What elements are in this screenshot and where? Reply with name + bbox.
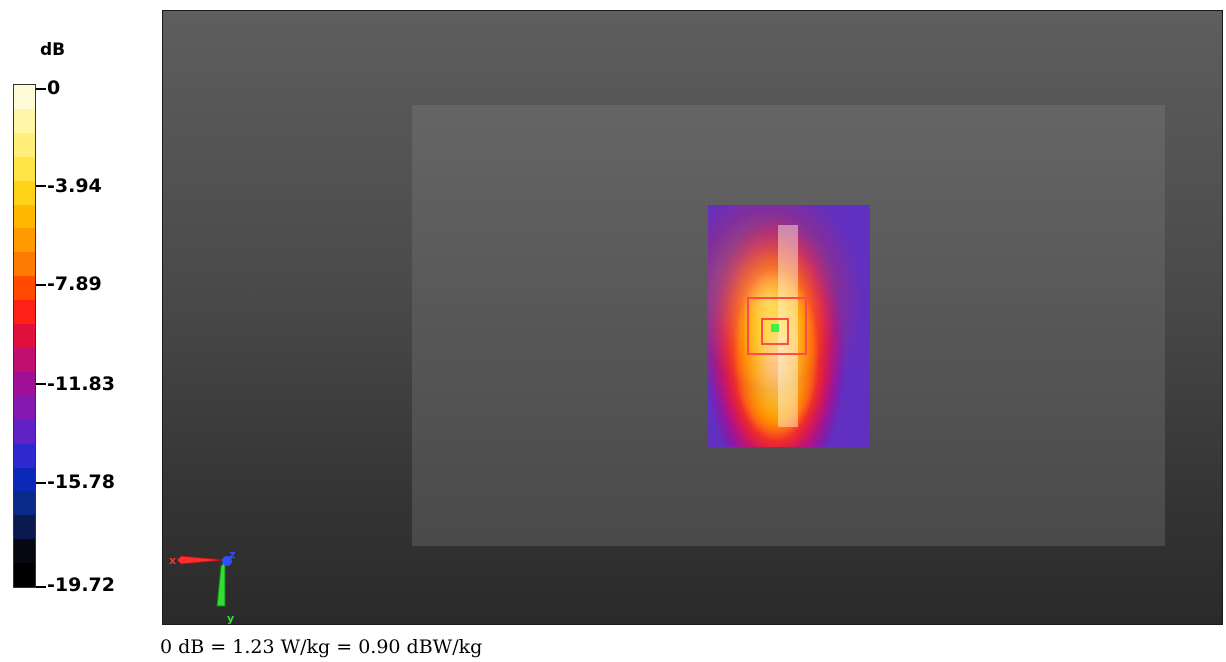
legend-band-18	[14, 515, 35, 540]
legend-label-3: -11.83	[47, 373, 115, 395]
legend-band-6	[14, 228, 35, 253]
legend-tick-4	[36, 482, 46, 484]
legend-band-4	[14, 180, 35, 205]
legend-label-4: -15.78	[47, 471, 115, 493]
legend-band-1	[14, 108, 35, 133]
legend-tick-0	[36, 88, 46, 90]
legend-tick-2	[36, 284, 46, 286]
zoom-scan-box-inner	[761, 318, 789, 345]
legend-unit-label: dB	[40, 40, 66, 60]
legend-band-11	[14, 347, 35, 372]
legend-band-12	[14, 371, 35, 396]
x-axis-label: x	[169, 554, 176, 567]
color-legend: dB 0 -3.94 -7.89 -11.83 -15.78 -19.72	[0, 0, 162, 620]
legend-band-10	[14, 324, 35, 348]
legend-band-3	[14, 156, 35, 181]
legend-band-19	[14, 539, 35, 564]
z-axis-label: z	[229, 548, 235, 561]
y-axis-label: y	[227, 612, 234, 625]
legend-band-15	[14, 443, 35, 468]
sar-3d-viewport[interactable]: x z y	[162, 10, 1223, 625]
y-axis-arrow	[216, 560, 226, 607]
legend-band-5	[14, 204, 35, 229]
z-axis-arrow	[222, 556, 232, 566]
legend-label-5: -19.72	[47, 574, 115, 596]
legend-label-0: 0	[47, 77, 61, 99]
legend-band-9	[14, 300, 35, 325]
legend-tick-1	[36, 185, 46, 187]
legend-label-1: -3.94	[47, 175, 102, 197]
legend-band-13	[14, 395, 35, 420]
legend-band-17	[14, 491, 35, 516]
reference-level-caption: 0 dB = 1.23 W/kg = 0.90 dBW/kg	[160, 636, 483, 658]
legend-tick-3	[36, 383, 46, 385]
legend-band-14	[14, 419, 35, 444]
legend-band-0	[14, 85, 35, 109]
legend-label-2: -7.89	[47, 273, 102, 295]
x-axis-arrow	[176, 555, 226, 565]
axis-indicator: x z y	[169, 548, 235, 625]
sar-distribution-map	[708, 205, 870, 447]
sar-distribution-overlay	[708, 205, 870, 447]
legend-tick-5	[36, 586, 46, 588]
zoom-scan-box-outer	[747, 297, 807, 355]
legend-band-2	[14, 132, 35, 157]
legend-band-16	[14, 467, 35, 492]
legend-band-8	[14, 276, 35, 301]
legend-band-7	[14, 252, 35, 277]
peak-location-marker	[771, 324, 779, 332]
legend-color-bar	[13, 84, 36, 588]
legend-band-20	[14, 563, 35, 588]
